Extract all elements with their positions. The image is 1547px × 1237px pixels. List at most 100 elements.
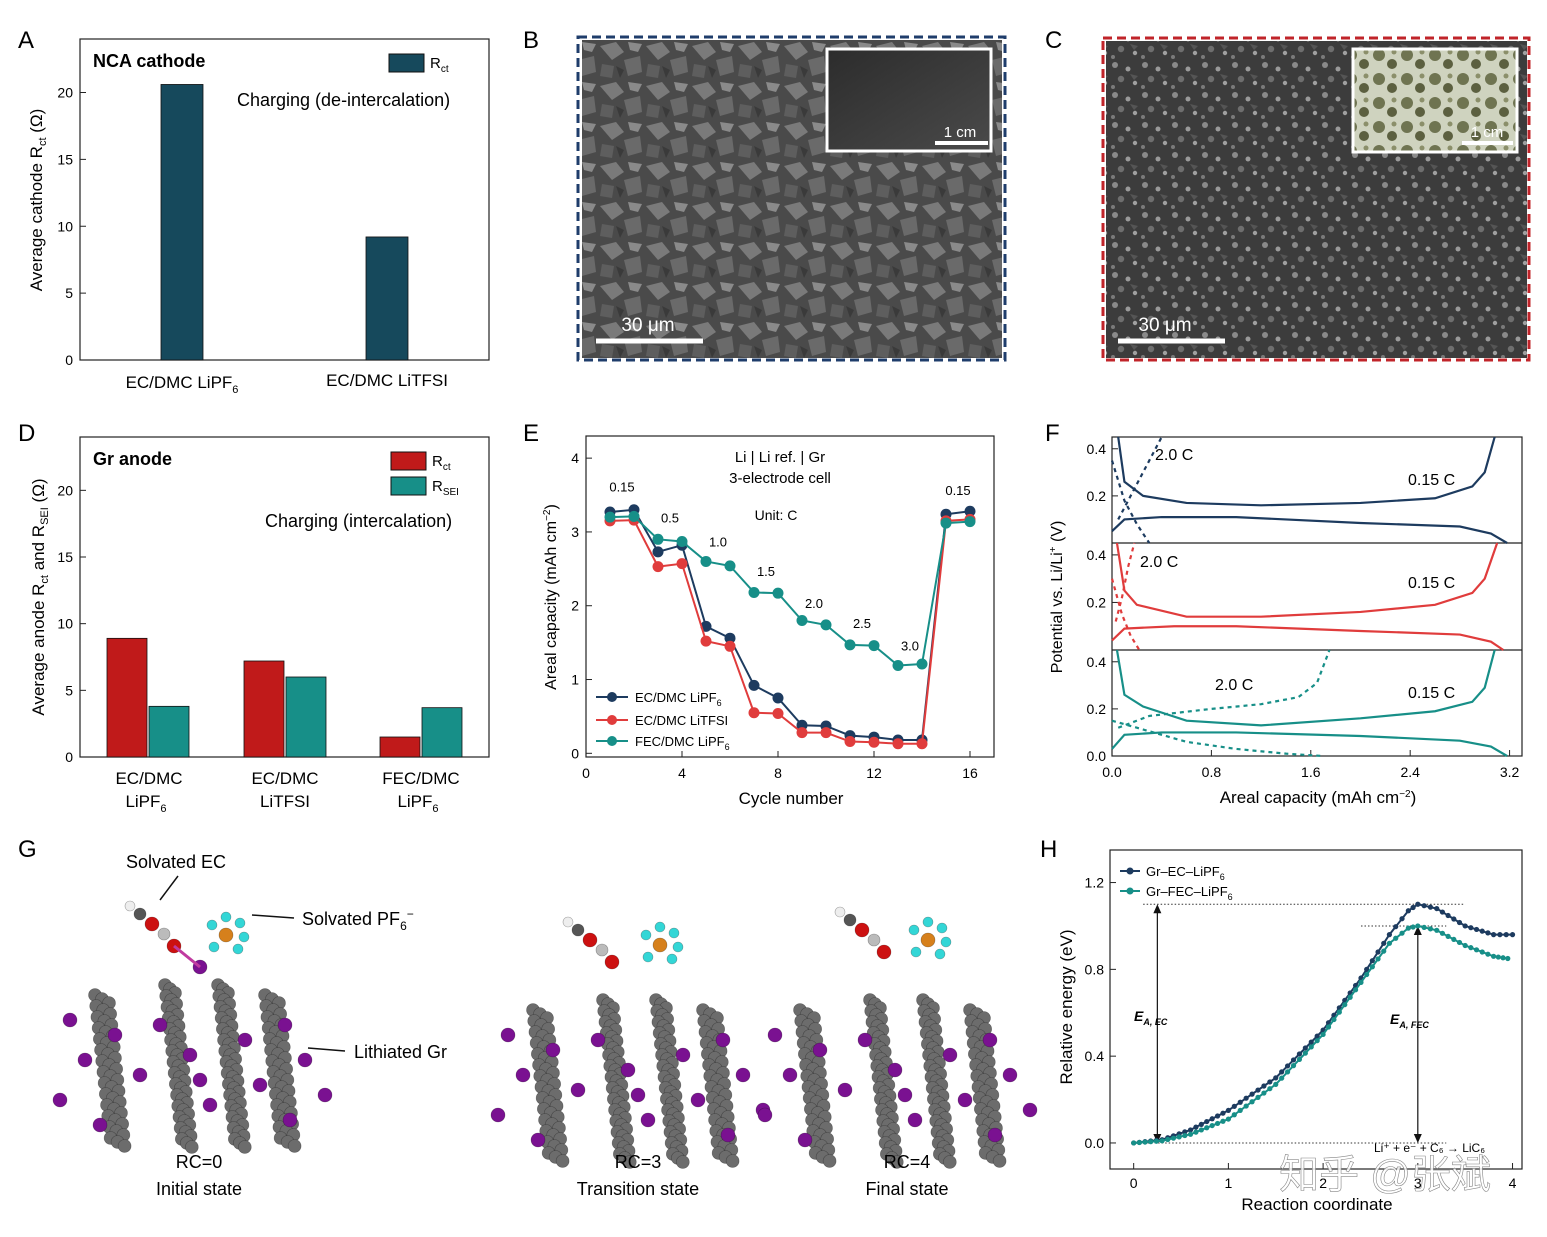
- panel-e-point-ecdmc-litfsi: [676, 558, 688, 570]
- panel-h-point-gr-fec-lipf6: [1386, 940, 1393, 946]
- lithium-atom: [282, 1112, 298, 1128]
- lithium-atom: [812, 1042, 828, 1058]
- panel-h-point-gr-ec-lipf6: [1187, 1127, 1194, 1133]
- panel-d-ytick-label: 15: [57, 549, 73, 565]
- panel-h-point-gr-fec-lipf6: [1220, 1118, 1226, 1124]
- oxygen-atom: [854, 922, 870, 938]
- panel-h-point-gr-ec-lipf6: [1364, 966, 1370, 972]
- panel-e-point-ecdmc-litfsi: [724, 640, 736, 652]
- lithium-atom: [77, 1052, 93, 1068]
- phosphorus-atom: [920, 932, 936, 948]
- panel-h-point-gr-fec-lipf6: [1176, 1134, 1182, 1140]
- panel-e-rate-label: 3.0: [901, 639, 919, 654]
- panel-h-frame: [1109, 849, 1523, 1170]
- panel-d-note: Charging (intercalation): [265, 511, 452, 531]
- panel-h-point-gr-fec-lipf6: [1142, 1139, 1148, 1145]
- panel-b-sem: 1 cm 30 μm: [576, 35, 1007, 362]
- panel-h-point-gr-ec-lipf6: [1209, 1116, 1215, 1122]
- panel-letter-f: F: [1045, 420, 1060, 447]
- lithium-atom: [957, 1092, 973, 1108]
- panel-e-xlabel: Cycle number: [739, 789, 844, 808]
- phosphorus-atom: [652, 937, 668, 953]
- lithium-atom: [1002, 1067, 1018, 1083]
- panel-h-point-gr-ec-lipf6: [1243, 1095, 1249, 1101]
- lithium-atom: [570, 1082, 586, 1098]
- panel-d-ytick-label: 10: [57, 616, 73, 632]
- panel-h-point-gr-fec-lipf6: [1209, 1122, 1215, 1129]
- panel-h-point-gr-fec-lipf6: [1214, 1120, 1221, 1127]
- lithium-atom: [797, 1132, 813, 1148]
- panel-h-point-gr-fec-lipf6: [1421, 924, 1427, 930]
- panel-f-slow-charge-curve: [1115, 542, 1499, 618]
- graphite-carbon-atom: [992, 1154, 1007, 1168]
- panel-h-point-gr-ec-lipf6: [1503, 932, 1509, 938]
- panel-h-point-gr-fec-lipf6: [1279, 1075, 1285, 1081]
- lithium-atom: [277, 1017, 293, 1033]
- panel-h-point-gr-fec-lipf6: [1284, 1069, 1291, 1075]
- lithium-atom: [92, 1117, 108, 1133]
- panel-d-categories: EC/DMC LiPF6 EC/DMC LiTFSI FEC/DMC LiPF6: [115, 769, 459, 815]
- graphite-carbon-atom: [889, 1155, 904, 1169]
- lithium-atom: [1022, 1102, 1038, 1118]
- panel-h-point-gr-fec-lipf6: [1261, 1090, 1267, 1096]
- lithium-atom: [317, 1087, 333, 1103]
- panel-h-point-gr-ec-lipf6: [1386, 932, 1393, 938]
- fluorine-atom: [220, 911, 232, 923]
- panel-h-point-gr-ec-lipf6: [1479, 928, 1485, 934]
- graphite-carbon-atom: [238, 1140, 252, 1154]
- carbon-atom: [595, 943, 609, 957]
- panel-e-xtick-label: 16: [962, 765, 978, 781]
- panel-a-title: NCA cathode: [93, 51, 205, 71]
- lithium-atom: [630, 1087, 646, 1103]
- panel-e-title-1: Li | Li ref. | Gr: [735, 449, 825, 466]
- fluorine-atom: [672, 941, 684, 953]
- panel-h-ytick-label: 0.0: [1085, 1135, 1105, 1151]
- panel-e-point-ecdmc-litfsi: [916, 738, 928, 750]
- legend-marker-ecdmc-lipf6: [607, 692, 617, 702]
- legend-marker-ecdmc-litfsi: [607, 715, 617, 725]
- panel-h-point-gr-ec-lipf6: [1405, 908, 1411, 914]
- panel-h-point-gr-ec-lipf6: [1381, 940, 1387, 946]
- panel-d-bar-rsei: [421, 707, 463, 758]
- panel-e-point-fecdmc-lipf6: [964, 516, 976, 528]
- panel-c-scale: 30 μm: [1138, 315, 1191, 336]
- panel-d-bar-rsei: [148, 705, 190, 758]
- panel-h-point-gr-fec-lipf6: [1445, 933, 1451, 939]
- panel-g-state-2-rc: RC=3: [615, 1152, 662, 1172]
- fluorine-atom: [908, 924, 920, 936]
- panel-h-reaction: Li⁺ + e⁻ + C₆ → LiC₆: [1374, 1141, 1485, 1155]
- panel-h-point-gr-fec-lipf6: [1273, 1081, 1279, 1087]
- panel-h-point-gr-fec-lipf6: [1170, 1135, 1177, 1141]
- panel-e-rate-label: 0.15: [609, 479, 634, 494]
- lithium-atom: [107, 1027, 123, 1043]
- panel-d-cat-3-line1: FEC/DMC: [382, 769, 459, 788]
- panel-f-slow-discharge-curve: [1111, 515, 1508, 544]
- panel-d-title: Gr anode: [93, 449, 172, 469]
- panel-f-fast-discharge-curve: [1110, 460, 1151, 544]
- panel-h-point-gr-fec-lipf6: [1451, 936, 1457, 943]
- graphite-carbon-atom: [185, 1140, 199, 1154]
- panel-h-point-gr-ec-lipf6: [1462, 923, 1468, 929]
- panel-h-point-gr-ec-lipf6: [1415, 901, 1421, 907]
- lithium-atom: [675, 1047, 691, 1063]
- panel-h-point-gr-fec-lipf6: [1148, 1139, 1154, 1145]
- lithium-atom: [757, 1107, 773, 1123]
- panel-d-ytick-label: 0: [65, 749, 73, 765]
- panel-h-point-gr-ec-lipf6: [1231, 1103, 1237, 1109]
- panel-h-point-gr-ec-lipf6: [1393, 924, 1399, 930]
- carbon-atom: [133, 907, 147, 921]
- panel-letter-d: D: [18, 420, 35, 447]
- panel-d-cat-1-line2: LiPF6: [125, 792, 166, 815]
- panel-f-curves: [1110, 436, 1508, 758]
- panel-f-xtick-label: 3.2: [1500, 764, 1520, 780]
- panel-h-point-gr-ec-lipf6: [1439, 909, 1446, 915]
- panel-d-bar-rsei: [285, 676, 327, 758]
- panel-f-ytick-label: 0.4: [1087, 441, 1107, 457]
- panel-e-rate-label: 1.0: [709, 535, 727, 550]
- panel-h-legend-ec: Gr–EC–LiPF6: [1146, 864, 1225, 882]
- lithium-atom: [530, 1132, 546, 1148]
- panel-e-point-fecdmc-lipf6: [940, 517, 952, 529]
- panel-a-ytick-label: 15: [57, 151, 73, 167]
- panel-e-ytick-label: 3: [571, 524, 579, 540]
- lithium-atom: [500, 1027, 516, 1043]
